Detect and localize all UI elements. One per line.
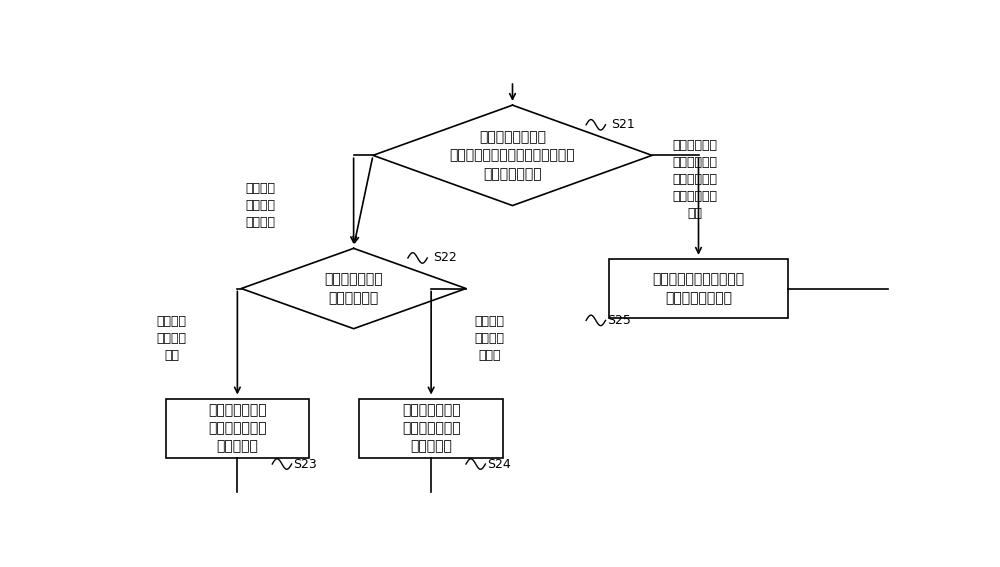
Text: S21: S21 [611,119,635,132]
Bar [609,259,788,318]
Text: 检测门窗的开合
角度是否为零: 检测门窗的开合 角度是否为零 [324,272,383,304]
Text: S24: S24 [487,458,511,471]
Text: 若门窗的
开合角度
为零: 若门窗的 开合角度 为零 [156,315,186,362]
Text: 确定门窗状态为
打开，更新门窗
的开合角度: 确定门窗状态为 打开，更新门窗 的开合角度 [402,403,460,454]
Text: 若门窗发
生撞击并
停止运动: 若门窗发 生撞击并 停止运动 [246,182,276,229]
Text: S25: S25 [607,314,631,327]
Bar [166,399,309,458]
Text: 若门窗的
开合角度
不为零: 若门窗的 开合角度 不为零 [474,315,504,362]
Text: S23: S23 [293,458,317,471]
Text: 当检测到门窗发生
角速度累积时，检测门窗是否发生
撞击并停止运动: 当检测到门窗发生 角速度累积时，检测门窗是否发生 撞击并停止运动 [450,130,575,181]
Text: 确定门窗状态为
关闭，更新门窗
的开合角度: 确定门窗状态为 关闭，更新门窗 的开合角度 [208,403,267,454]
Text: S22: S22 [433,251,456,264]
Text: 确定门窗状态为打开，更
新门窗的开合角度: 确定门窗状态为打开，更 新门窗的开合角度 [652,272,745,304]
Text: 若门窗未发生
撞击或者门窗
发生撞击后继
续发生角速度
累积: 若门窗未发生 撞击或者门窗 发生撞击后继 续发生角速度 累积 [672,139,717,220]
Bar [359,399,503,458]
